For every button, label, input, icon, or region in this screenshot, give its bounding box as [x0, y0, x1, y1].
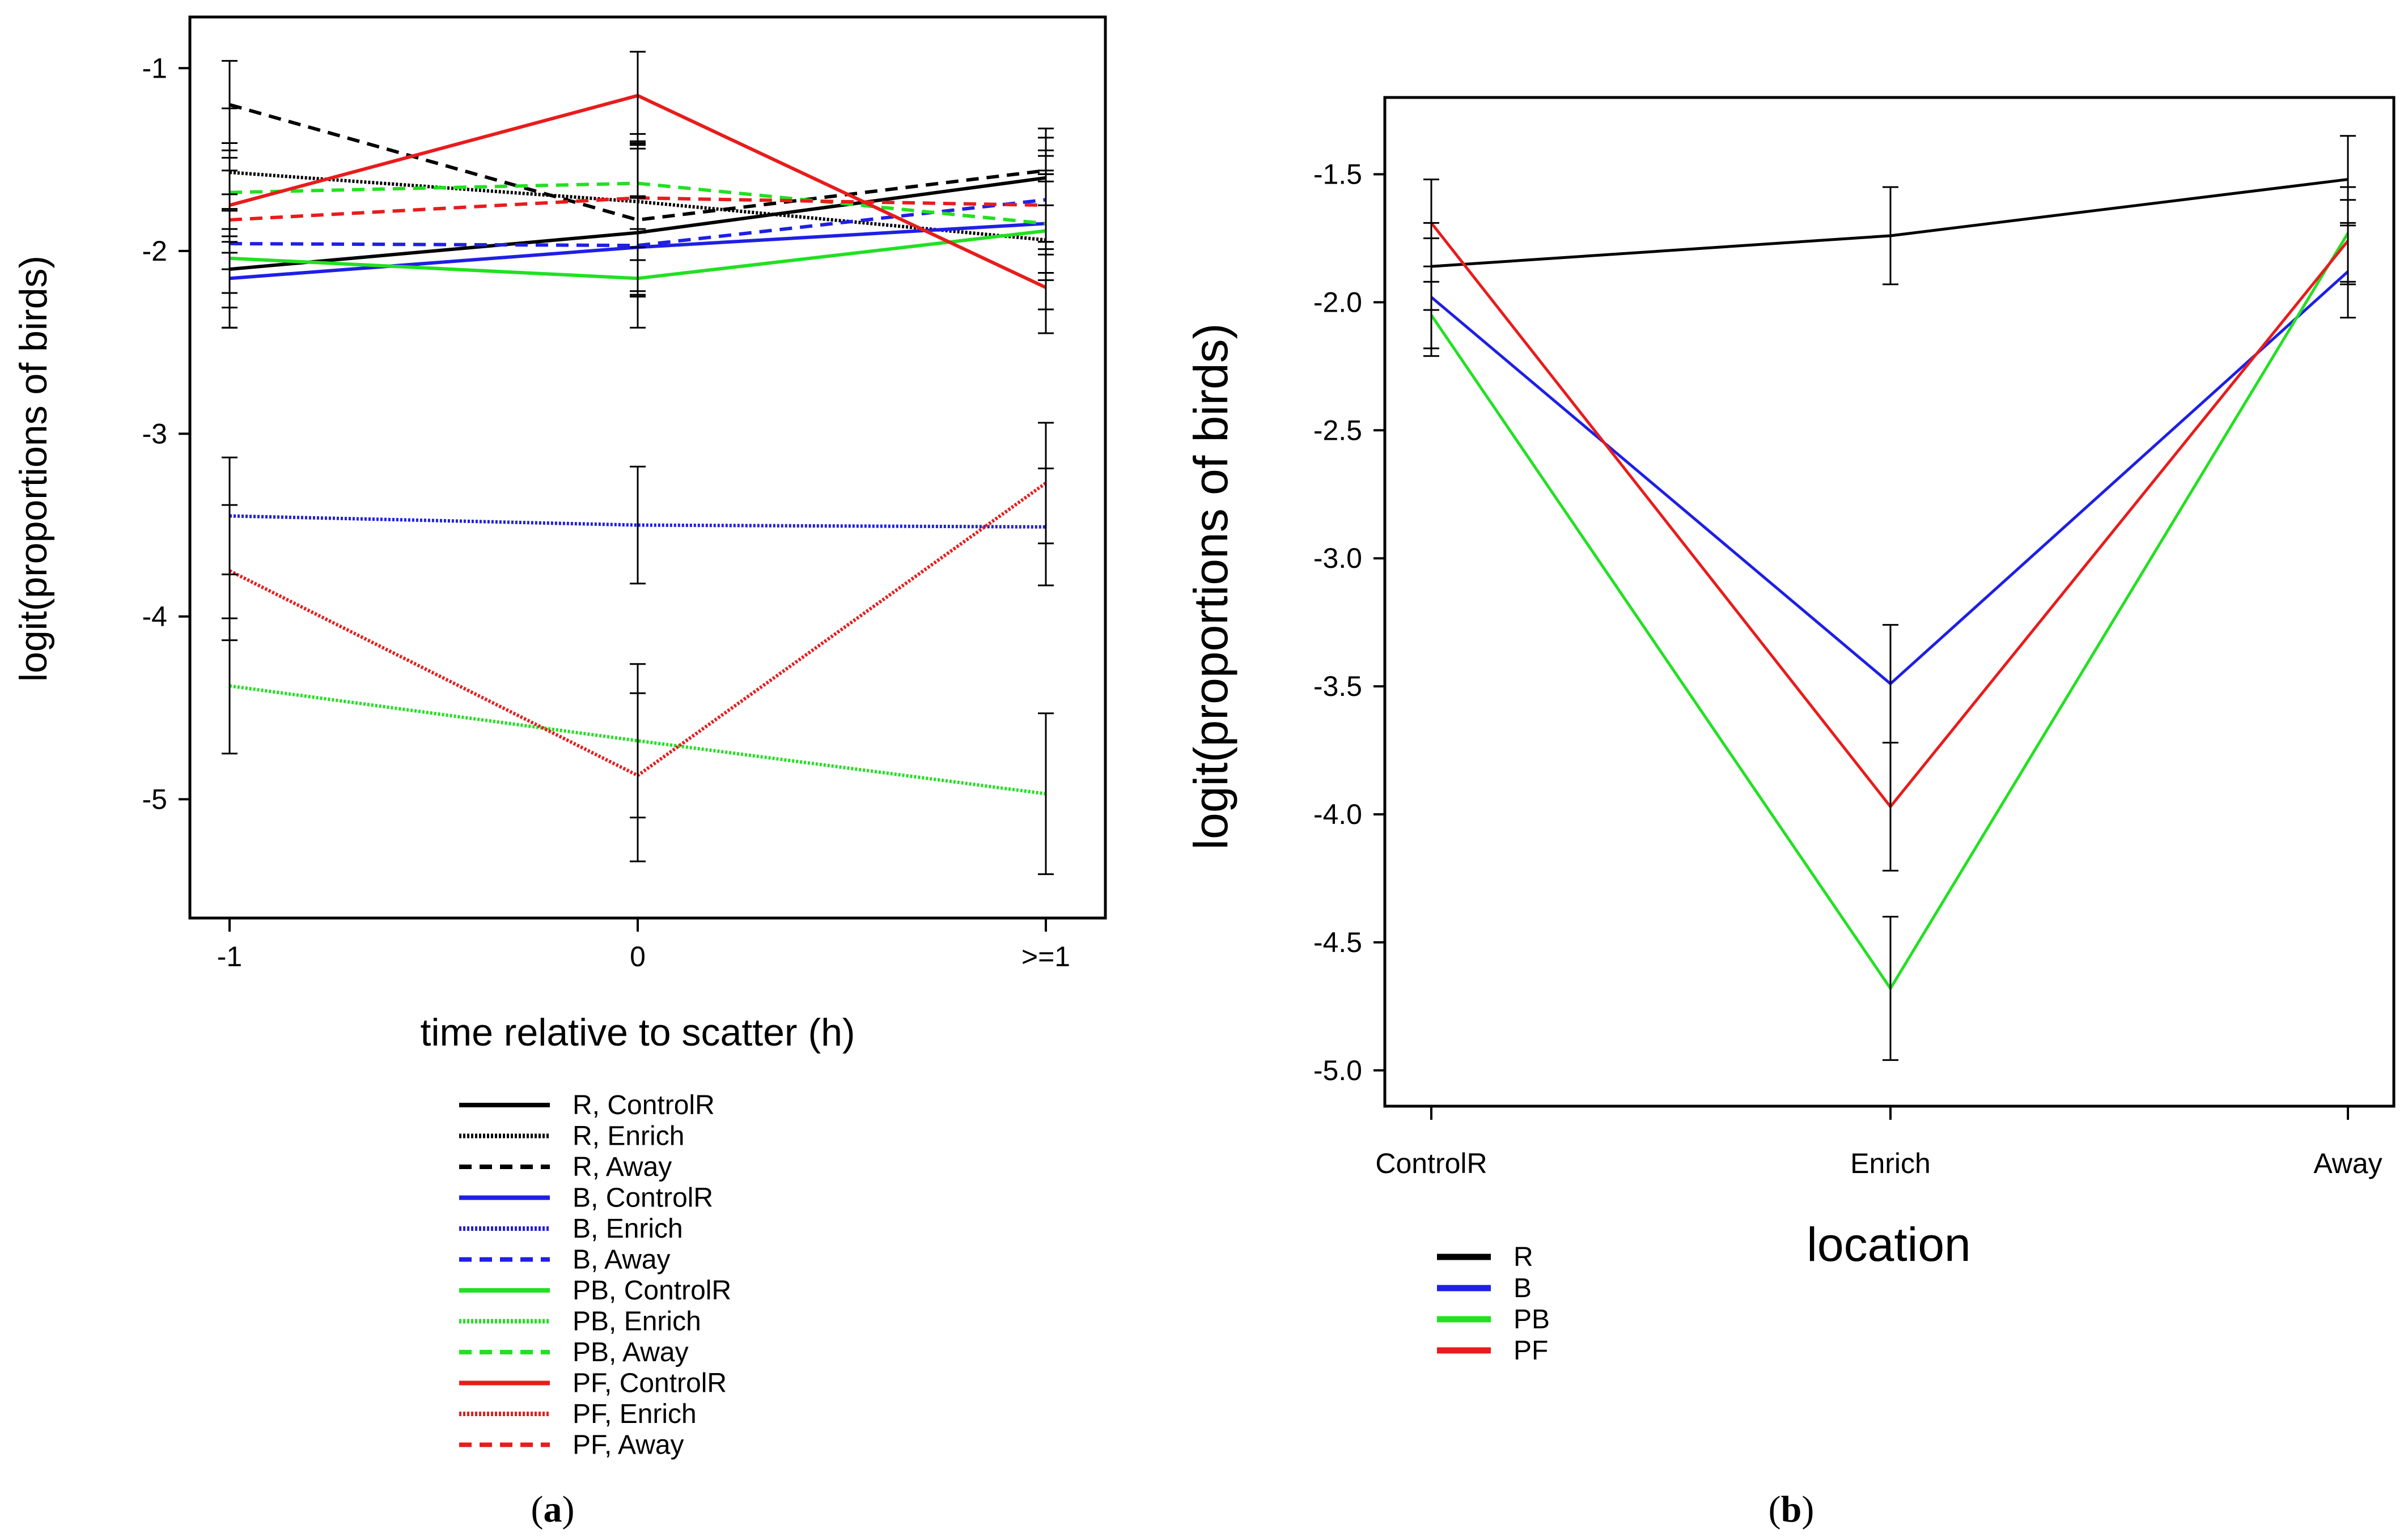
- panel-a-error-bar-pf-enrich: [222, 504, 238, 641]
- panel-a-error-bar-pf-away: [1038, 155, 1054, 256]
- panel-a-error-bar-pf-enrich: [630, 692, 646, 863]
- panel-b-legend-label-r: R: [1514, 1242, 1533, 1272]
- panel-b-error-bar-b: [1883, 624, 1898, 743]
- panel-b-error-bar-pf: [1883, 741, 1898, 872]
- panel-a-error-bar-pf-enrich: [1038, 422, 1054, 545]
- panel-a-legend-label-pb-controlr: PB, ControlR: [573, 1276, 731, 1306]
- panel-a-error-bar-pf-away: [222, 169, 238, 270]
- panel-b-y-tick-label: -1.5: [1313, 159, 1362, 190]
- panel-a-error-bar-b-enrich: [630, 465, 646, 585]
- panel-a-y-axis-title: logit(proportions of birds): [12, 256, 55, 682]
- panel-a-series-layer: [222, 50, 1054, 876]
- panel-b-x-tick-label: Enrich: [1850, 1148, 1931, 1179]
- panel-b-series-line-pb: [1430, 232, 2350, 990]
- panel-b-y-tick-label: -4.5: [1313, 927, 1362, 958]
- panel-b: -1.5 -2.0 -2.5 -3.0 -3.5 -4.0 -4.5 -5.0 Control…: [1184, 96, 2396, 1530]
- panel-b-x-tick-label: ControlR: [1375, 1148, 1487, 1179]
- panel-a-x-ticks: -1 0 >=1: [217, 918, 1070, 972]
- panel-a-series-line-r-away: [229, 103, 1046, 222]
- panel-b-y-tick-label: -5.0: [1313, 1055, 1362, 1086]
- panel-a-legend-label-pf-controlr: PF, ControlR: [573, 1369, 727, 1399]
- panel-a-x-tick-label: >=1: [1021, 941, 1070, 972]
- panel-a-plot-frame: [188, 15, 1107, 920]
- panel-a-legend-label-r-away: R, Away: [573, 1152, 672, 1182]
- panel-b-label-letter: b: [1781, 1489, 1802, 1530]
- panel-a-y-ticks: -1 -2 -3 -4 -5: [142, 52, 190, 815]
- panel-b-error-bar-pb: [1883, 916, 1898, 1061]
- panel-a-legend-label-pf-away: PF, Away: [573, 1430, 684, 1460]
- panel-a-legend-label-pb-enrich: PB, Enrich: [573, 1307, 701, 1337]
- panel-a-x-axis-title: time relative to scatter (h): [420, 1011, 855, 1054]
- panel-a-y-tick-label: -1: [142, 52, 167, 84]
- panel-b-error-bar-pf: [1423, 179, 1439, 267]
- panel-b-plot-frame: [1383, 96, 2396, 1108]
- panel-b-y-tick-label: -2.0: [1313, 286, 1362, 318]
- panel-a-series-line-b-enrich: [229, 514, 1046, 529]
- panel-b-legend-label-pf: PF: [1514, 1336, 1548, 1366]
- panel-b-y-tick-label: -2.5: [1313, 414, 1362, 446]
- panel-b-x-axis-title: location: [1807, 1218, 1971, 1271]
- panel-b-x-tick-label: Away: [2313, 1148, 2382, 1179]
- panel-b-y-ticks: -1.5 -2.0 -2.5 -3.0 -3.5 -4.0 -4.5 -5.0: [1313, 159, 1385, 1086]
- panel-a-error-bar-pf-controlr: [630, 50, 646, 142]
- panel-b-y-tick-label: -3.0: [1313, 542, 1362, 574]
- panel-a-error-bar-pf-away: [630, 147, 646, 248]
- panel-b-error-bar-r: [1883, 186, 1898, 286]
- panel-a-legend-label-r-controlr: R, ControlR: [573, 1090, 715, 1120]
- panel-a-x-tick-label: -1: [217, 941, 242, 972]
- panel-a-error-bar-pb-enrich: [1038, 712, 1054, 876]
- panel-a-legend-label-b-controlr: B, ControlR: [573, 1183, 713, 1213]
- panel-a-label: (a): [531, 1489, 575, 1530]
- panel-a-y-tick-label: -2: [142, 235, 167, 267]
- panel-b-error-bar-pf: [2340, 199, 2356, 283]
- panel-b-y-tick-label: -3.5: [1313, 670, 1362, 702]
- panel-b-x-ticks: ControlR Enrich Away: [1375, 1106, 2382, 1179]
- panel-b-series-line-b: [1430, 270, 2349, 686]
- panel-b-y-axis-title: logit(proportions of birds): [1184, 323, 1237, 849]
- panel-a-legend-label-pf-enrich: PF, Enrich: [573, 1399, 697, 1429]
- panel-a-y-tick-label: -3: [142, 418, 167, 449]
- panel-a-legend-label-pb-away: PB, Away: [573, 1337, 689, 1367]
- panel-a-y-tick-label: -4: [142, 601, 167, 632]
- panel-a-legend-label-b-enrich: B, Enrich: [573, 1214, 683, 1244]
- panel-b-label: (b): [1769, 1489, 1815, 1530]
- panel-b-legend-label-b: B: [1514, 1273, 1532, 1303]
- panel-b-y-tick-label: -4.0: [1313, 798, 1362, 830]
- panel-a-x-tick-label: 0: [630, 941, 646, 972]
- panel-b-legend-label-pb: PB: [1514, 1305, 1550, 1335]
- panel-a-legend-label-r-enrich: R, Enrich: [573, 1121, 684, 1152]
- panel-b-error-bar-pb: [1423, 281, 1439, 350]
- panel-a-error-bar-pf-controlr: [1038, 241, 1054, 334]
- panel-a-legend-label-b-away: B, Away: [573, 1245, 671, 1275]
- panel-a: -1 -2 -3 -4 -5 -1 0 >=1 time relative to scatt…: [12, 15, 1107, 1530]
- panel-b-series-layer: [1423, 135, 2356, 1061]
- panel-a-y-tick-label: -5: [142, 783, 167, 815]
- panel-a-label-letter: a: [544, 1489, 562, 1530]
